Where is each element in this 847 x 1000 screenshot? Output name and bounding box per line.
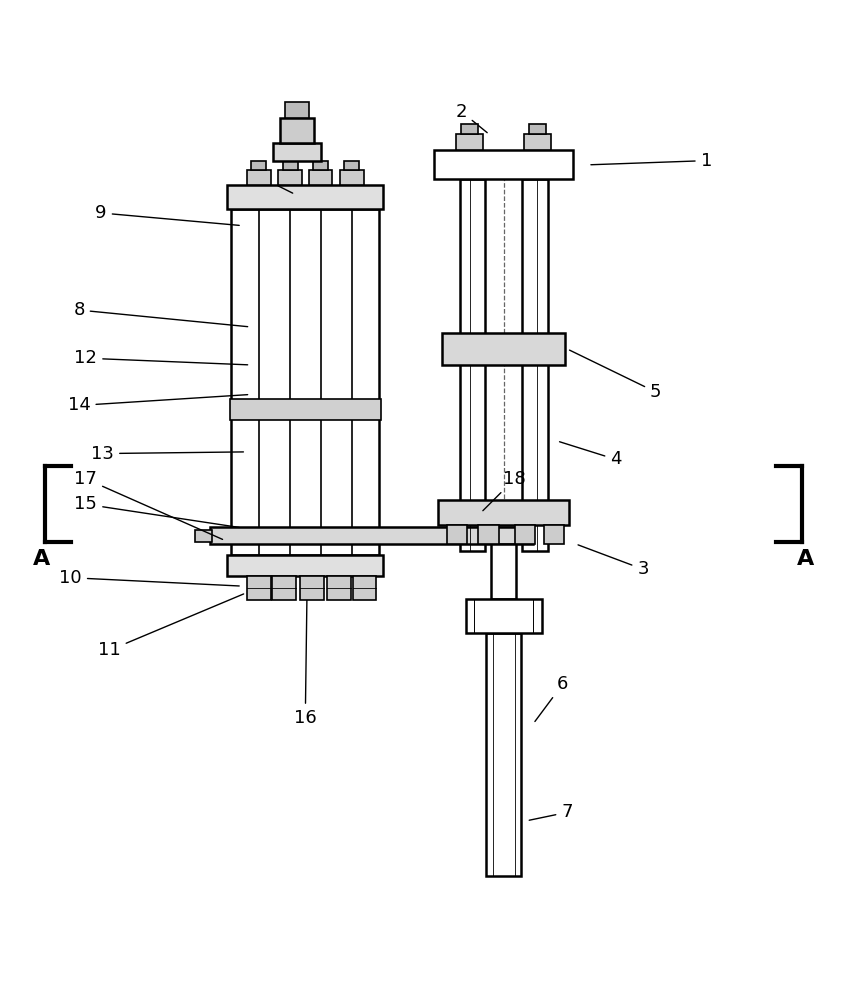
Bar [466,599,542,633]
Bar [247,576,271,600]
Text: 9: 9 [95,204,239,225]
Bar [274,143,320,161]
Bar [227,185,384,209]
Bar [460,179,485,551]
Bar [524,134,551,150]
Bar [227,555,384,576]
Text: 7: 7 [529,803,573,821]
Bar [252,161,267,170]
Bar [195,530,212,542]
Bar [280,118,313,143]
Text: 6: 6 [535,675,568,721]
Bar [247,170,271,185]
Bar [442,333,565,365]
Text: 3: 3 [578,545,649,578]
Bar [300,576,324,600]
Text: 12: 12 [75,349,247,367]
Text: 16: 16 [294,596,317,727]
Text: A: A [32,549,50,569]
Text: 17: 17 [75,470,223,539]
Bar [523,179,548,551]
Bar [352,576,376,600]
Text: 14: 14 [68,395,247,414]
Bar [340,170,363,185]
Bar [545,525,564,544]
Bar [515,525,535,544]
Text: 22: 22 [250,169,293,193]
Bar [457,134,484,150]
Bar [491,544,517,599]
Bar [462,124,479,134]
Bar [308,170,332,185]
Bar [313,161,328,170]
Bar [230,399,381,420]
Bar [438,500,569,525]
Bar [327,576,351,600]
Bar [283,161,297,170]
Text: 5: 5 [569,350,662,401]
Bar [344,161,359,170]
Text: 2: 2 [456,103,487,133]
Text: 13: 13 [91,445,243,463]
Text: 15: 15 [75,495,239,527]
Bar [529,124,546,134]
Bar [279,170,302,185]
Bar [486,633,522,876]
Text: 10: 10 [59,569,239,587]
Bar [285,102,308,118]
Text: 18: 18 [483,470,526,511]
Text: 4: 4 [560,442,622,468]
Bar [210,527,534,544]
Text: 1: 1 [591,152,712,170]
Bar [273,576,296,600]
Bar [447,525,468,544]
Bar [434,150,573,179]
Bar [231,209,379,555]
Bar [479,525,499,544]
Text: A: A [797,549,815,569]
Text: 8: 8 [74,301,247,327]
Text: 11: 11 [98,594,244,659]
